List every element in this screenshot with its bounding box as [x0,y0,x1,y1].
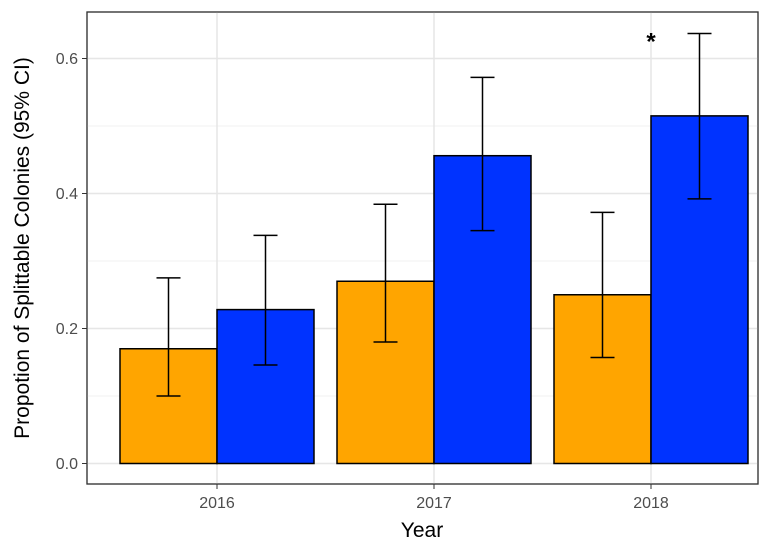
x-axis: 2016 2017 2018 [199,484,669,512]
y-axis: 0.0 0.2 0.4 0.6 [56,51,87,473]
panel-border [86,11,759,485]
y-tick-label: 0.2 [56,321,78,338]
significance-asterisk: * [646,29,656,56]
x-axis-title: Year [401,519,443,542]
x-tick-label: 2017 [416,495,452,512]
annotations: * [646,29,656,56]
y-axis-title: Propotion of Splittable Colonies (95% CI… [11,57,34,439]
error-bars [156,32,712,397]
bar-2017-series-1 [336,280,435,465]
y-tick-label: 0.0 [56,456,78,473]
x-tick-label: 2016 [199,495,235,512]
y-tick-label: 0.4 [56,186,78,203]
y-tick-label: 0.6 [56,51,78,68]
bars [119,115,749,465]
x-tick-label: 2018 [633,495,669,512]
